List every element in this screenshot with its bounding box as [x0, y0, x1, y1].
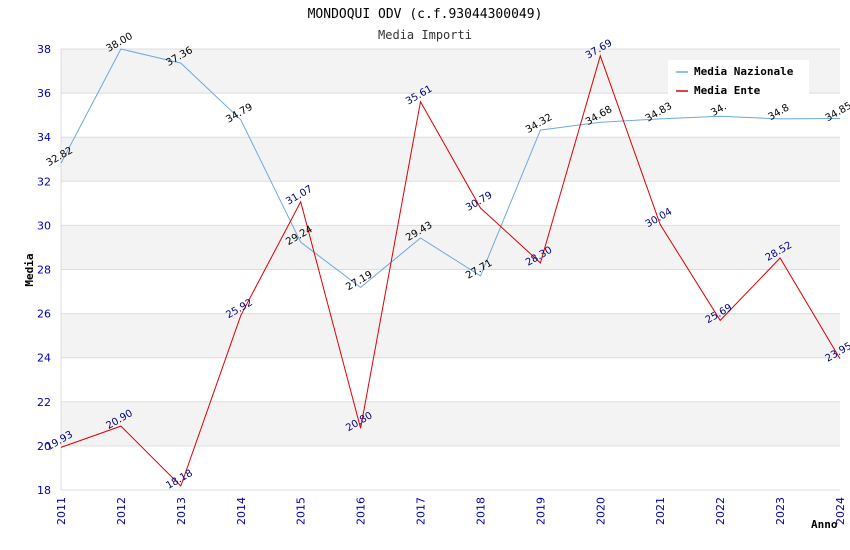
- y-tick-label: 34: [37, 131, 51, 144]
- band-30-32: [61, 181, 840, 226]
- y-tick-label: 22: [37, 396, 51, 409]
- x-tick-label-2018: 2018: [474, 497, 487, 525]
- band-20-22: [61, 401, 840, 446]
- x-tick-label-2021: 2021: [654, 497, 667, 525]
- y-tick-label: 30: [37, 219, 51, 232]
- series-lines: [60, 48, 841, 487]
- y-tick-label: 36: [37, 87, 51, 100]
- x-tick-label-2011: 2011: [55, 497, 68, 525]
- series-line-media-nazionale: [60, 48, 841, 289]
- band-26-28: [61, 269, 840, 314]
- x-tick-label-2015: 2015: [295, 497, 308, 525]
- x-axis-label: Anno: [811, 518, 838, 531]
- chart-title: MONDOQUI ODV (c.f.93044300049): [308, 7, 543, 22]
- legend-label-media-ente: Media Ente: [694, 84, 761, 97]
- band-28-30: [61, 225, 840, 270]
- legend-box: [668, 60, 809, 98]
- x-tick-label-2014: 2014: [235, 497, 248, 525]
- y-tick-label: 26: [37, 308, 51, 321]
- series-line-media-ente: [60, 54, 841, 487]
- x-tick-label-2020: 2020: [594, 497, 607, 525]
- y-tick-label: 18: [37, 484, 51, 497]
- band-34-36: [61, 93, 840, 138]
- band-22-24: [61, 357, 840, 402]
- y-tick-label: 20: [37, 440, 51, 453]
- axes: [60, 49, 840, 491]
- chart-subtitle: Media Importi: [378, 28, 472, 42]
- y-tick-label: 24: [37, 352, 51, 365]
- background-bands: [61, 49, 840, 490]
- x-tick-label-2019: 2019: [534, 497, 547, 525]
- x-tick-label-2016: 2016: [355, 497, 368, 525]
- x-tick-label-2017: 2017: [415, 497, 428, 525]
- band-32-34: [61, 137, 840, 182]
- legend: Media Nazionale Media Ente: [668, 60, 809, 98]
- y-axis-label: Media: [23, 253, 36, 286]
- x-tick-label-2024: 2024: [834, 497, 847, 525]
- y-tick-label: 28: [37, 264, 51, 277]
- legend-label-media-nazionale: Media Nazionale: [694, 65, 794, 78]
- x-tick-label-2012: 2012: [115, 497, 128, 525]
- y-tick-label: 38: [37, 43, 51, 56]
- x-tick-label-2013: 2013: [175, 497, 188, 525]
- band-24-26: [61, 313, 840, 358]
- x-tick-label-2022: 2022: [714, 497, 727, 525]
- band-18-20: [61, 445, 840, 490]
- y-tick-label: 32: [37, 175, 51, 188]
- x-tick-label-2023: 2023: [774, 497, 787, 525]
